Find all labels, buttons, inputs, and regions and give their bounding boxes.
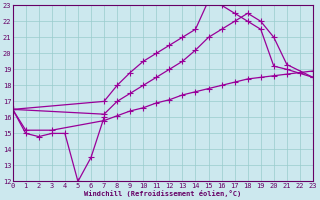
X-axis label: Windchill (Refroidissement éolien,°C): Windchill (Refroidissement éolien,°C): [84, 190, 242, 197]
